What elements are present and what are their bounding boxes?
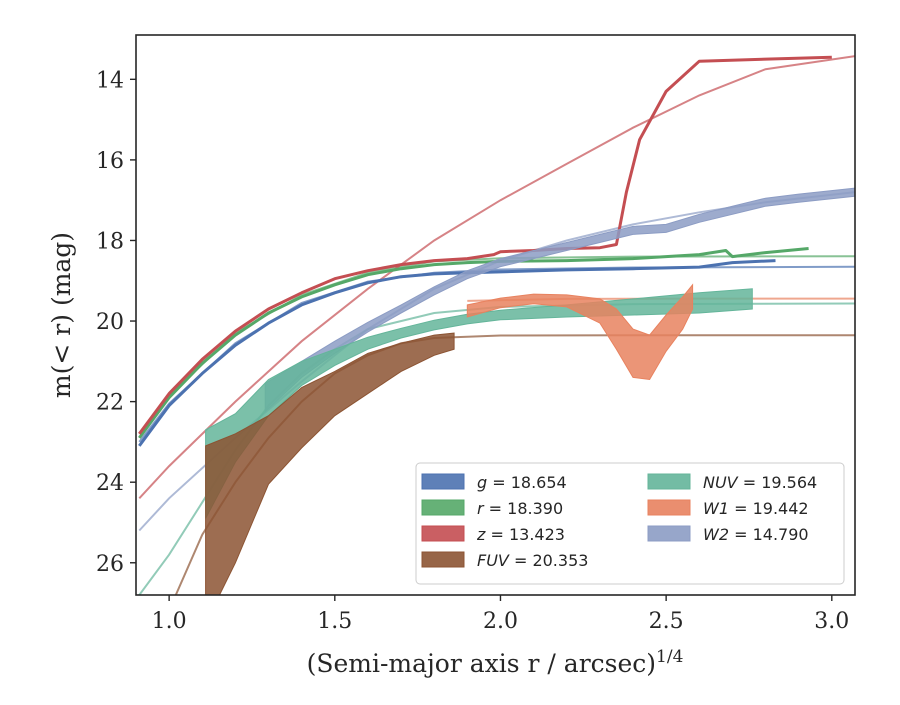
model-curve-z (138, 55, 855, 499)
legend-swatch (647, 473, 691, 490)
x-tick-label: 1.0 (152, 609, 187, 634)
legend-label: g = 18.654 (477, 473, 567, 492)
legend-swatch (421, 499, 465, 516)
legend-label: z = 13.423 (476, 525, 565, 544)
y-tick-label: 24 (96, 471, 124, 496)
series-band-fuv (205, 332, 455, 595)
y-tick-label: 16 (96, 149, 124, 174)
x-tick-label: 2.5 (649, 609, 684, 634)
legend-label: NUV = 19.564 (703, 473, 817, 492)
y-tick-label: 22 (96, 391, 124, 416)
series-band-w2 (264, 187, 855, 413)
legend-label: W2 = 14.790 (703, 525, 809, 544)
x-axis-ticks: 1.0 1.5 2.0 2.5 3.0 (152, 595, 849, 634)
legend-swatch (647, 525, 691, 542)
x-tick-label: 1.5 (317, 609, 352, 634)
legend-item-r: r = 18.390 (421, 499, 563, 518)
x-tick-label: 3.0 (814, 609, 849, 634)
legend-label: r = 18.390 (477, 499, 563, 518)
series-band-w1 (466, 283, 694, 381)
y-tick-label: 20 (96, 310, 124, 335)
legend-item-w1: W1 = 19.442 (647, 499, 809, 518)
legend-item-fuv: FUV = 20.353 (421, 551, 588, 570)
x-axis-label-exponent: 1/4 (656, 647, 683, 667)
legend-item-w2: W2 = 14.790 (647, 525, 809, 544)
data-series (138, 55, 855, 595)
series-band-nuv (205, 288, 753, 519)
y-axis-label: m(< r) (mag) (47, 232, 76, 398)
series-line-r (138, 247, 809, 439)
series-line-z (138, 55, 832, 435)
legend-swatch (421, 473, 465, 490)
legend-swatch (647, 499, 691, 516)
legend-swatch (421, 551, 465, 568)
series-line-g (138, 259, 776, 447)
y-tick-label: 14 (96, 68, 124, 93)
legend-item-nuv: NUV = 19.564 (647, 473, 817, 492)
y-tick-label: 18 (96, 229, 124, 254)
x-tick-label: 2.0 (483, 609, 518, 634)
plot-frame (135, 34, 856, 596)
legend-label: W1 = 19.442 (703, 499, 809, 518)
legend: g = 18.654 r = 18.390 z = 13.423 FUV = 20.3… (415, 462, 845, 585)
x-axis-label: (Semi-major axis r / arcsec)1/4 (307, 647, 684, 678)
y-axis-ticks: 14 16 18 20 22 24 26 (96, 68, 136, 577)
legend-item-z: z = 13.423 (421, 525, 565, 544)
legend-frame (415, 462, 845, 585)
x-axis-label-text: (Semi-major axis r / arcsec) (307, 649, 656, 678)
legend-item-g: g = 18.654 (421, 473, 567, 492)
legend-label: FUV = 20.353 (477, 551, 588, 570)
y-tick-label: 26 (96, 552, 124, 577)
legend-swatch (421, 525, 465, 542)
